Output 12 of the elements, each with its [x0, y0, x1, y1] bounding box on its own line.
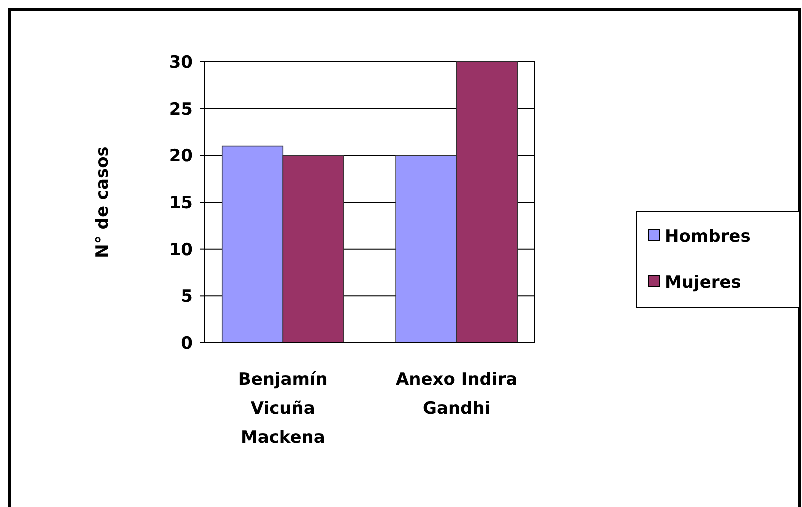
y-tick-label: 20: [169, 146, 194, 167]
x-tick-label: Anexo Indira Gandhi: [396, 370, 518, 419]
x-tick-label: Benjamín Vicuña Mackena: [238, 370, 328, 448]
y-tick-label: 0: [181, 334, 194, 354]
legend-label: Hombres: [665, 226, 751, 247]
legend-label: Mujeres: [665, 272, 742, 293]
y-axis-title: N° de casos: [93, 146, 113, 258]
y-tick-label: 30: [169, 52, 194, 73]
y-tick-label: 5: [181, 287, 193, 308]
y-tick-label: 25: [169, 100, 193, 120]
y-tick-label: 10: [169, 240, 194, 260]
y-tick-label: 15: [169, 193, 193, 214]
